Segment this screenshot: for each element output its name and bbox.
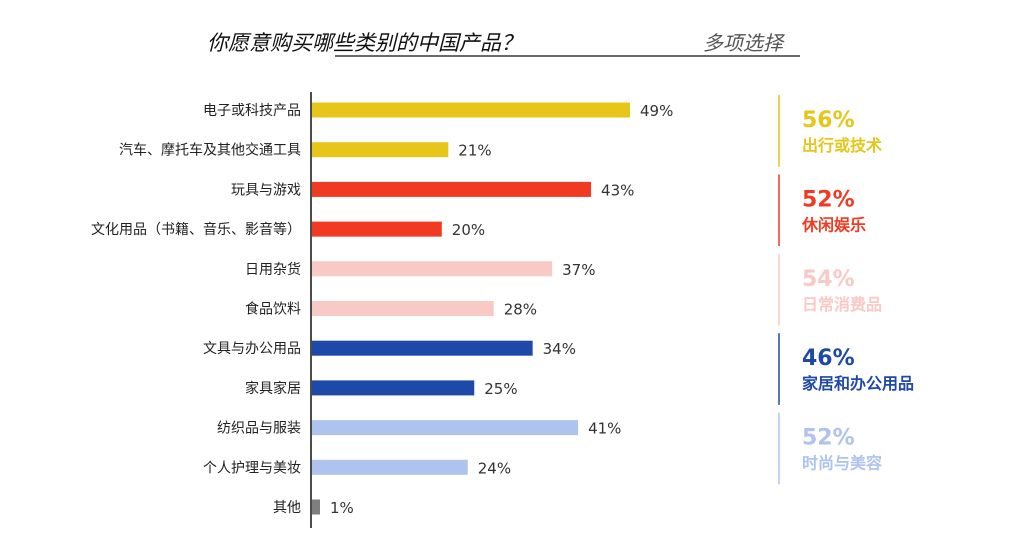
category-labels: 电子或科技产品汽车、摩托车及其他交通工具玩具与游戏文化用品（书籍、音乐、影音等）… (91, 103, 301, 516)
group-percent: 52% (802, 426, 855, 451)
category-label: 纺织品与服装 (217, 421, 301, 437)
group-percent: 54% (802, 267, 855, 292)
category-label: 汽车、摩托车及其他交通工具 (119, 142, 301, 159)
category-label: 家具家居 (245, 380, 301, 397)
bar (312, 221, 442, 237)
group-percent: 56% (802, 108, 855, 133)
value-label: 28% (504, 301, 537, 319)
chart-title: 你愿意购买哪些类别的中国产品？ 多项选择 (207, 31, 800, 57)
value-label: 37% (562, 261, 595, 279)
value-label: 20% (452, 221, 485, 239)
value-label: 21% (458, 142, 491, 160)
bar (312, 459, 468, 475)
bar (312, 340, 533, 356)
value-label: 25% (484, 380, 517, 398)
chart-title-main: 你愿意购买哪些类别的中国产品？ (207, 31, 522, 55)
group-label: 日常消费品 (802, 295, 882, 314)
bar (312, 181, 592, 197)
group-summaries: 56% 出行或技术 52% 休闲娱乐 54% 日常消费品 46% 家居和办公用品 52% 时尚与美… (778, 95, 914, 485)
value-label: 24% (478, 459, 511, 477)
bar (312, 420, 579, 436)
bar (312, 102, 630, 118)
group-label: 出行或技术 (802, 136, 882, 155)
value-label: 41% (588, 420, 621, 438)
category-label: 文具与办公用品 (203, 341, 301, 357)
bar (312, 301, 494, 316)
group-label: 休闲娱乐 (801, 215, 866, 234)
group-label: 时尚与美容 (802, 454, 882, 473)
bar (312, 261, 553, 277)
bars (312, 102, 630, 515)
group-percent: 52% (802, 187, 855, 212)
group-label: 家居和办公用品 (802, 374, 914, 393)
value-labels: 49% 21% 43% 20% 37% 28% 34% 25% 41% 24% 1% (330, 102, 673, 517)
value-label: 49% (640, 102, 673, 120)
category-label: 个人护理与美妆 (203, 460, 301, 476)
category-label: 日用杂货 (245, 261, 301, 278)
bar (312, 142, 449, 158)
category-label: 其他 (273, 500, 301, 516)
bar (312, 499, 320, 515)
category-label: 电子或科技产品 (203, 103, 301, 119)
value-label: 34% (543, 340, 576, 358)
group-percent: 46% (802, 346, 855, 371)
chart-title-subtitle: 多项选择 (703, 31, 786, 55)
category-label: 文化用品（书籍、音乐、影音等） (91, 221, 301, 238)
category-label: 玩具与游戏 (231, 182, 301, 198)
bar (312, 380, 475, 396)
value-label: 43% (601, 181, 634, 199)
value-label: 1% (330, 499, 354, 517)
category-label: 食品饮料 (245, 301, 301, 318)
